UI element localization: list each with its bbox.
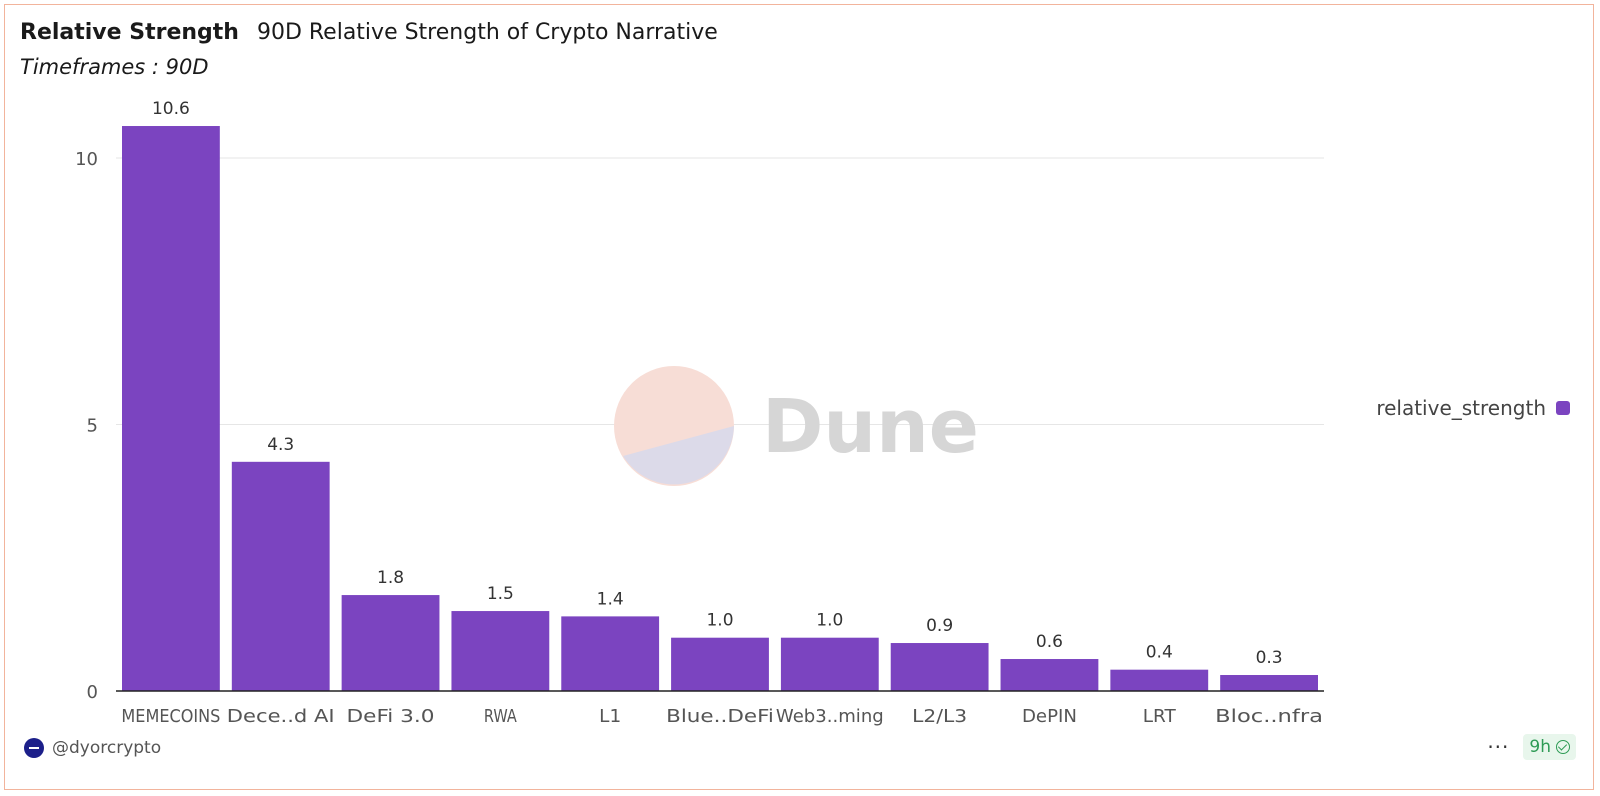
bar[interactable] bbox=[890, 643, 989, 691]
footer-actions: ··· 9h bbox=[1487, 734, 1576, 760]
bar[interactable] bbox=[671, 637, 769, 691]
author-handle[interactable]: @dyorcrypto bbox=[52, 738, 162, 758]
watermark-logo-slice bbox=[623, 426, 734, 485]
bar[interactable] bbox=[451, 611, 550, 691]
x-tick-label: Blue..DeFi bbox=[666, 706, 774, 727]
dune-logo-icon bbox=[24, 738, 44, 758]
grid-lines bbox=[116, 157, 1324, 425]
bar[interactable] bbox=[1220, 675, 1318, 691]
legend: relative_strength bbox=[1376, 396, 1570, 420]
data-label: 0.9 bbox=[926, 616, 953, 636]
bar[interactable] bbox=[561, 616, 660, 691]
chart-title: Relative Strength bbox=[20, 20, 239, 45]
x-tick-label: RWA bbox=[484, 706, 518, 727]
data-label: 1.0 bbox=[706, 611, 733, 631]
data-label: 1.5 bbox=[487, 584, 514, 604]
x-tick-label: Dece..d AI bbox=[227, 706, 335, 727]
dune-watermark: Dune bbox=[614, 366, 979, 486]
bar[interactable] bbox=[231, 461, 330, 691]
bar[interactable] bbox=[341, 595, 440, 691]
data-label: 0.4 bbox=[1146, 643, 1173, 663]
data-labels: 10.6 4.3 1.8 1.5 1.4 1.0 1.0 0.9 0.6 0.4 0.3 bbox=[152, 99, 1283, 668]
refresh-age-badge[interactable]: 9h bbox=[1523, 734, 1576, 760]
x-tick-label: DeFi 3.0 bbox=[347, 706, 435, 727]
check-circle-icon bbox=[1556, 740, 1570, 754]
legend-label: relative_strength bbox=[1376, 396, 1546, 420]
x-axis: MEMECOINS Dece..d AI DeFi 3.0 RWA L1 Blue..De… bbox=[116, 690, 1324, 727]
bar[interactable] bbox=[1110, 669, 1209, 691]
x-tick-label: L2/L3 bbox=[912, 706, 967, 727]
watermark-text: Dune bbox=[762, 384, 979, 470]
timeframe-label: Timeframes : 90D bbox=[20, 55, 209, 79]
bar[interactable] bbox=[122, 126, 220, 691]
legend-swatch bbox=[1556, 401, 1570, 415]
data-label: 0.3 bbox=[1256, 648, 1283, 668]
more-options-icon[interactable]: ··· bbox=[1487, 735, 1510, 759]
bar[interactable] bbox=[1000, 659, 1099, 691]
bar[interactable] bbox=[780, 637, 879, 691]
author-attribution[interactable]: @dyorcrypto bbox=[24, 738, 161, 758]
y-tick-label: 5 bbox=[87, 416, 98, 437]
y-axis: 0 5 10 bbox=[75, 149, 98, 703]
data-label: 10.6 bbox=[152, 99, 190, 119]
chart-header: Relative Strength 90D Relative Strength … bbox=[20, 20, 718, 79]
data-label: 1.0 bbox=[816, 611, 843, 631]
x-tick-label: Bloc..nfra bbox=[1215, 706, 1323, 727]
refresh-age-text: 9h bbox=[1529, 737, 1551, 757]
chart-subtitle: 90D Relative Strength of Crypto Narrativ… bbox=[256, 20, 718, 45]
data-label: 4.3 bbox=[267, 435, 294, 455]
x-tick-label: MEMECOINS bbox=[121, 706, 220, 727]
y-tick-label: 0 bbox=[87, 682, 98, 703]
data-label: 1.8 bbox=[377, 568, 404, 588]
data-label: 0.6 bbox=[1036, 632, 1063, 652]
y-tick-label: 10 bbox=[75, 149, 98, 170]
x-tick-label: DePIN bbox=[1022, 706, 1077, 727]
x-tick-label: Web3..ming bbox=[776, 706, 884, 727]
x-tick-label: L1 bbox=[599, 706, 621, 727]
data-label: 1.4 bbox=[597, 589, 624, 609]
bars bbox=[122, 126, 1318, 691]
x-tick-label: LRT bbox=[1143, 706, 1177, 727]
